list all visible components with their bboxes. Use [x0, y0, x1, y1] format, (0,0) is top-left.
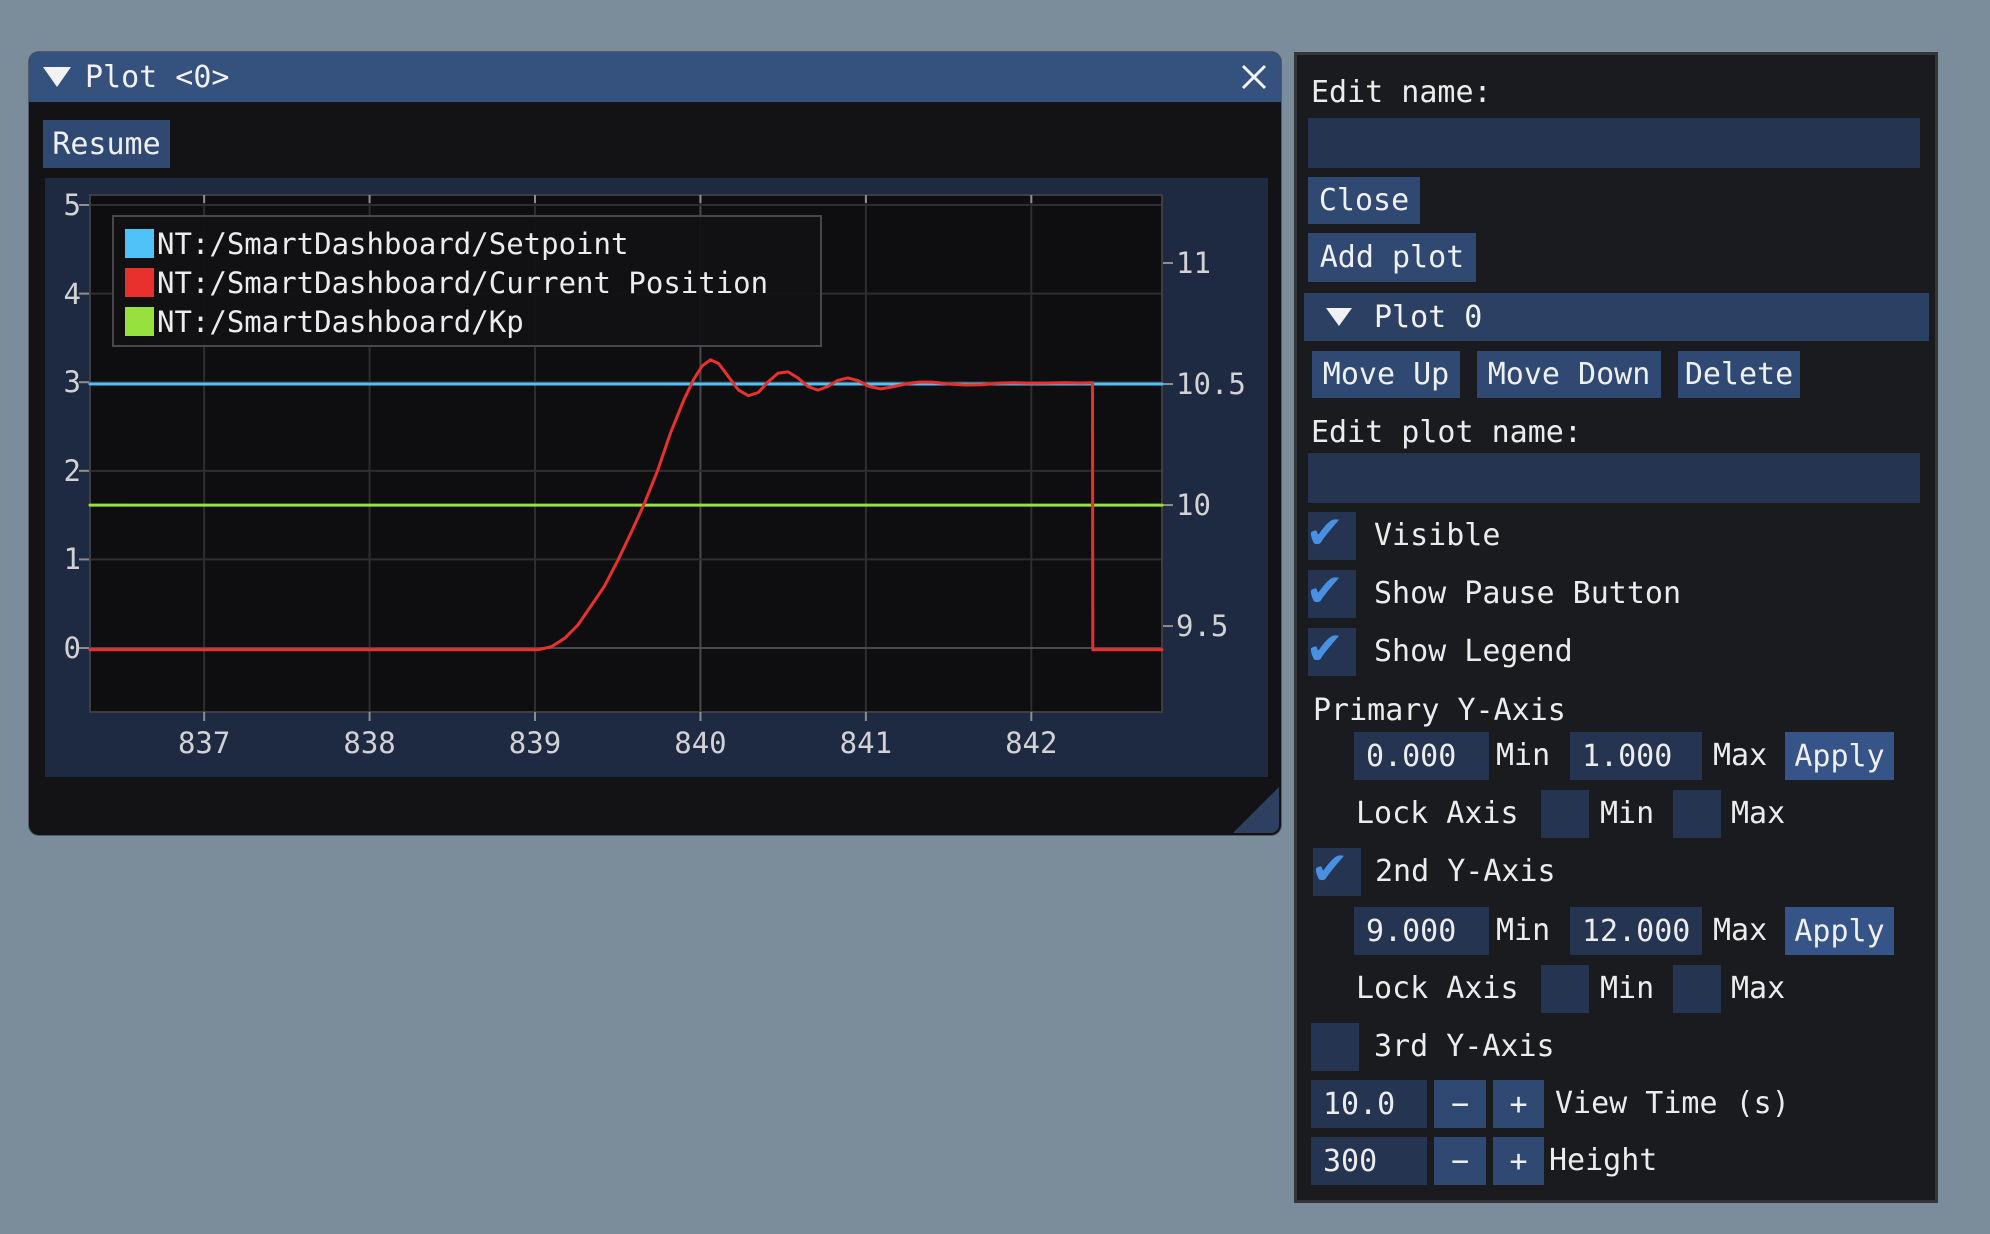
second-max-input[interactable]: 12.000	[1570, 907, 1702, 955]
tick-label: 1	[45, 542, 81, 576]
primary-max-input[interactable]: 1.000	[1570, 732, 1702, 780]
chart-legend: NT:/SmartDashboard/Setpoint NT:/SmartDas…	[112, 215, 822, 347]
tick-label: 2	[45, 454, 81, 488]
plot-settings-panel: Edit name: Close Add plot Plot 0 Move Up…	[1297, 55, 1935, 1200]
view-time-label: View Time (s)	[1555, 1080, 1790, 1128]
primary-lock-max-checkbox[interactable]: ✔	[1673, 790, 1721, 838]
edit-name-input[interactable]	[1308, 118, 1920, 168]
second-max-label: Max	[1713, 907, 1767, 955]
checkmark-icon: ✔	[1309, 500, 1340, 560]
second-lock-min-checkbox[interactable]: ✔	[1541, 965, 1589, 1013]
close-icon[interactable]	[1241, 64, 1267, 90]
tick-label: 10	[1176, 488, 1211, 522]
close-panel-button[interactable]: Close	[1308, 177, 1420, 224]
primary-apply-button[interactable]: Apply	[1785, 732, 1894, 780]
second-apply-button[interactable]: Apply	[1785, 907, 1894, 955]
tick-label: 5	[45, 188, 81, 222]
tick-label: 11	[1176, 246, 1211, 280]
second-min-label: Min	[1496, 907, 1550, 955]
chart-area[interactable]: 8378388398408418425432101110.5109.5 NT:/…	[45, 178, 1268, 777]
show-legend-checkbox[interactable]: ✔	[1308, 628, 1356, 676]
resume-button[interactable]: Resume	[43, 120, 170, 168]
section-collapse-triangle-icon[interactable]	[1326, 308, 1352, 326]
tick-label: 10.5	[1176, 367, 1246, 401]
collapse-triangle-icon[interactable]	[43, 67, 71, 87]
second-min-input[interactable]: 9.000	[1354, 907, 1489, 955]
third-y-axis-checkbox[interactable]: ✔	[1311, 1023, 1359, 1071]
show-pause-button-checkbox[interactable]: ✔	[1308, 570, 1356, 618]
tick-label: 840	[640, 727, 760, 759]
window-resize-grip[interactable]	[1233, 787, 1279, 833]
edit-plot-name-label: Edit plot name:	[1311, 415, 1582, 450]
tick-label: 4	[45, 277, 81, 311]
second-y-axis-checkbox[interactable]: ✔	[1313, 848, 1361, 896]
height-decrement-button[interactable]: −	[1434, 1137, 1486, 1185]
tick-label: 841	[806, 727, 926, 759]
second-lock-min-label: Min	[1600, 965, 1654, 1013]
second-lock-max-label: Max	[1731, 965, 1785, 1013]
view-time-increment-button[interactable]: +	[1493, 1080, 1544, 1128]
checkmark-icon: ✔	[1314, 836, 1345, 896]
height-input[interactable]: 300	[1311, 1137, 1427, 1185]
height-increment-button[interactable]: +	[1493, 1137, 1544, 1185]
primary-lock-max-label: Max	[1731, 790, 1785, 838]
visible-label: Visible	[1374, 512, 1500, 560]
move-up-button[interactable]: Move Up	[1312, 351, 1460, 398]
edit-plot-name-input[interactable]	[1308, 453, 1920, 503]
checkmark-icon: ✔	[1309, 616, 1340, 676]
third-y-axis-label: 3rd Y-Axis	[1374, 1023, 1555, 1071]
delete-button[interactable]: Delete	[1678, 351, 1800, 398]
tick-label: 9.5	[1176, 609, 1228, 643]
view-time-decrement-button[interactable]: −	[1434, 1080, 1486, 1128]
show-pause-button-label: Show Pause Button	[1374, 570, 1681, 618]
plot-window-title: Plot <0>	[85, 60, 230, 95]
visible-checkbox[interactable]: ✔	[1308, 512, 1356, 560]
tick-label: 0	[45, 631, 81, 665]
legend-item-current-position[interactable]: NT:/SmartDashboard/Current Position	[114, 263, 820, 302]
primary-lock-min-checkbox[interactable]: ✔	[1541, 790, 1589, 838]
edit-name-label: Edit name:	[1311, 75, 1492, 110]
move-down-button[interactable]: Move Down	[1477, 351, 1661, 398]
show-legend-label: Show Legend	[1374, 628, 1573, 676]
legend-item-kp[interactable]: NT:/SmartDashboard/Kp	[114, 302, 820, 341]
plot-window: Plot <0> Resume 837838839840841842543210…	[29, 52, 1281, 835]
plot-window-titlebar[interactable]: Plot <0>	[29, 52, 1281, 102]
tick-label: 838	[310, 727, 430, 759]
kp-color-swatch	[125, 307, 154, 336]
second-y-axis-label: 2nd Y-Axis	[1375, 848, 1556, 896]
checkmark-icon: ✔	[1309, 558, 1340, 618]
plot-0-section-header[interactable]: Plot 0	[1304, 293, 1929, 341]
primary-max-label: Max	[1713, 732, 1767, 780]
second-lock-max-checkbox[interactable]: ✔	[1673, 965, 1721, 1013]
setpoint-color-swatch	[125, 229, 154, 258]
tick-label: 837	[144, 727, 264, 759]
primary-min-input[interactable]: 0.000	[1354, 732, 1489, 780]
height-label: Height	[1549, 1137, 1657, 1185]
tick-label: 842	[971, 727, 1091, 759]
primary-lock-axis-label: Lock Axis	[1356, 790, 1519, 838]
tick-label: 839	[475, 727, 595, 759]
primary-lock-min-label: Min	[1600, 790, 1654, 838]
tick-label: 3	[45, 365, 81, 399]
second-lock-axis-label: Lock Axis	[1356, 965, 1519, 1013]
plot-0-section-title: Plot 0	[1374, 300, 1482, 335]
primary-y-axis-label: Primary Y-Axis	[1313, 693, 1566, 728]
current-position-color-swatch	[125, 268, 154, 297]
legend-item-setpoint[interactable]: NT:/SmartDashboard/Setpoint	[114, 224, 820, 263]
add-plot-button[interactable]: Add plot	[1308, 233, 1476, 282]
primary-min-label: Min	[1496, 732, 1550, 780]
view-time-input[interactable]: 10.0	[1311, 1080, 1427, 1128]
